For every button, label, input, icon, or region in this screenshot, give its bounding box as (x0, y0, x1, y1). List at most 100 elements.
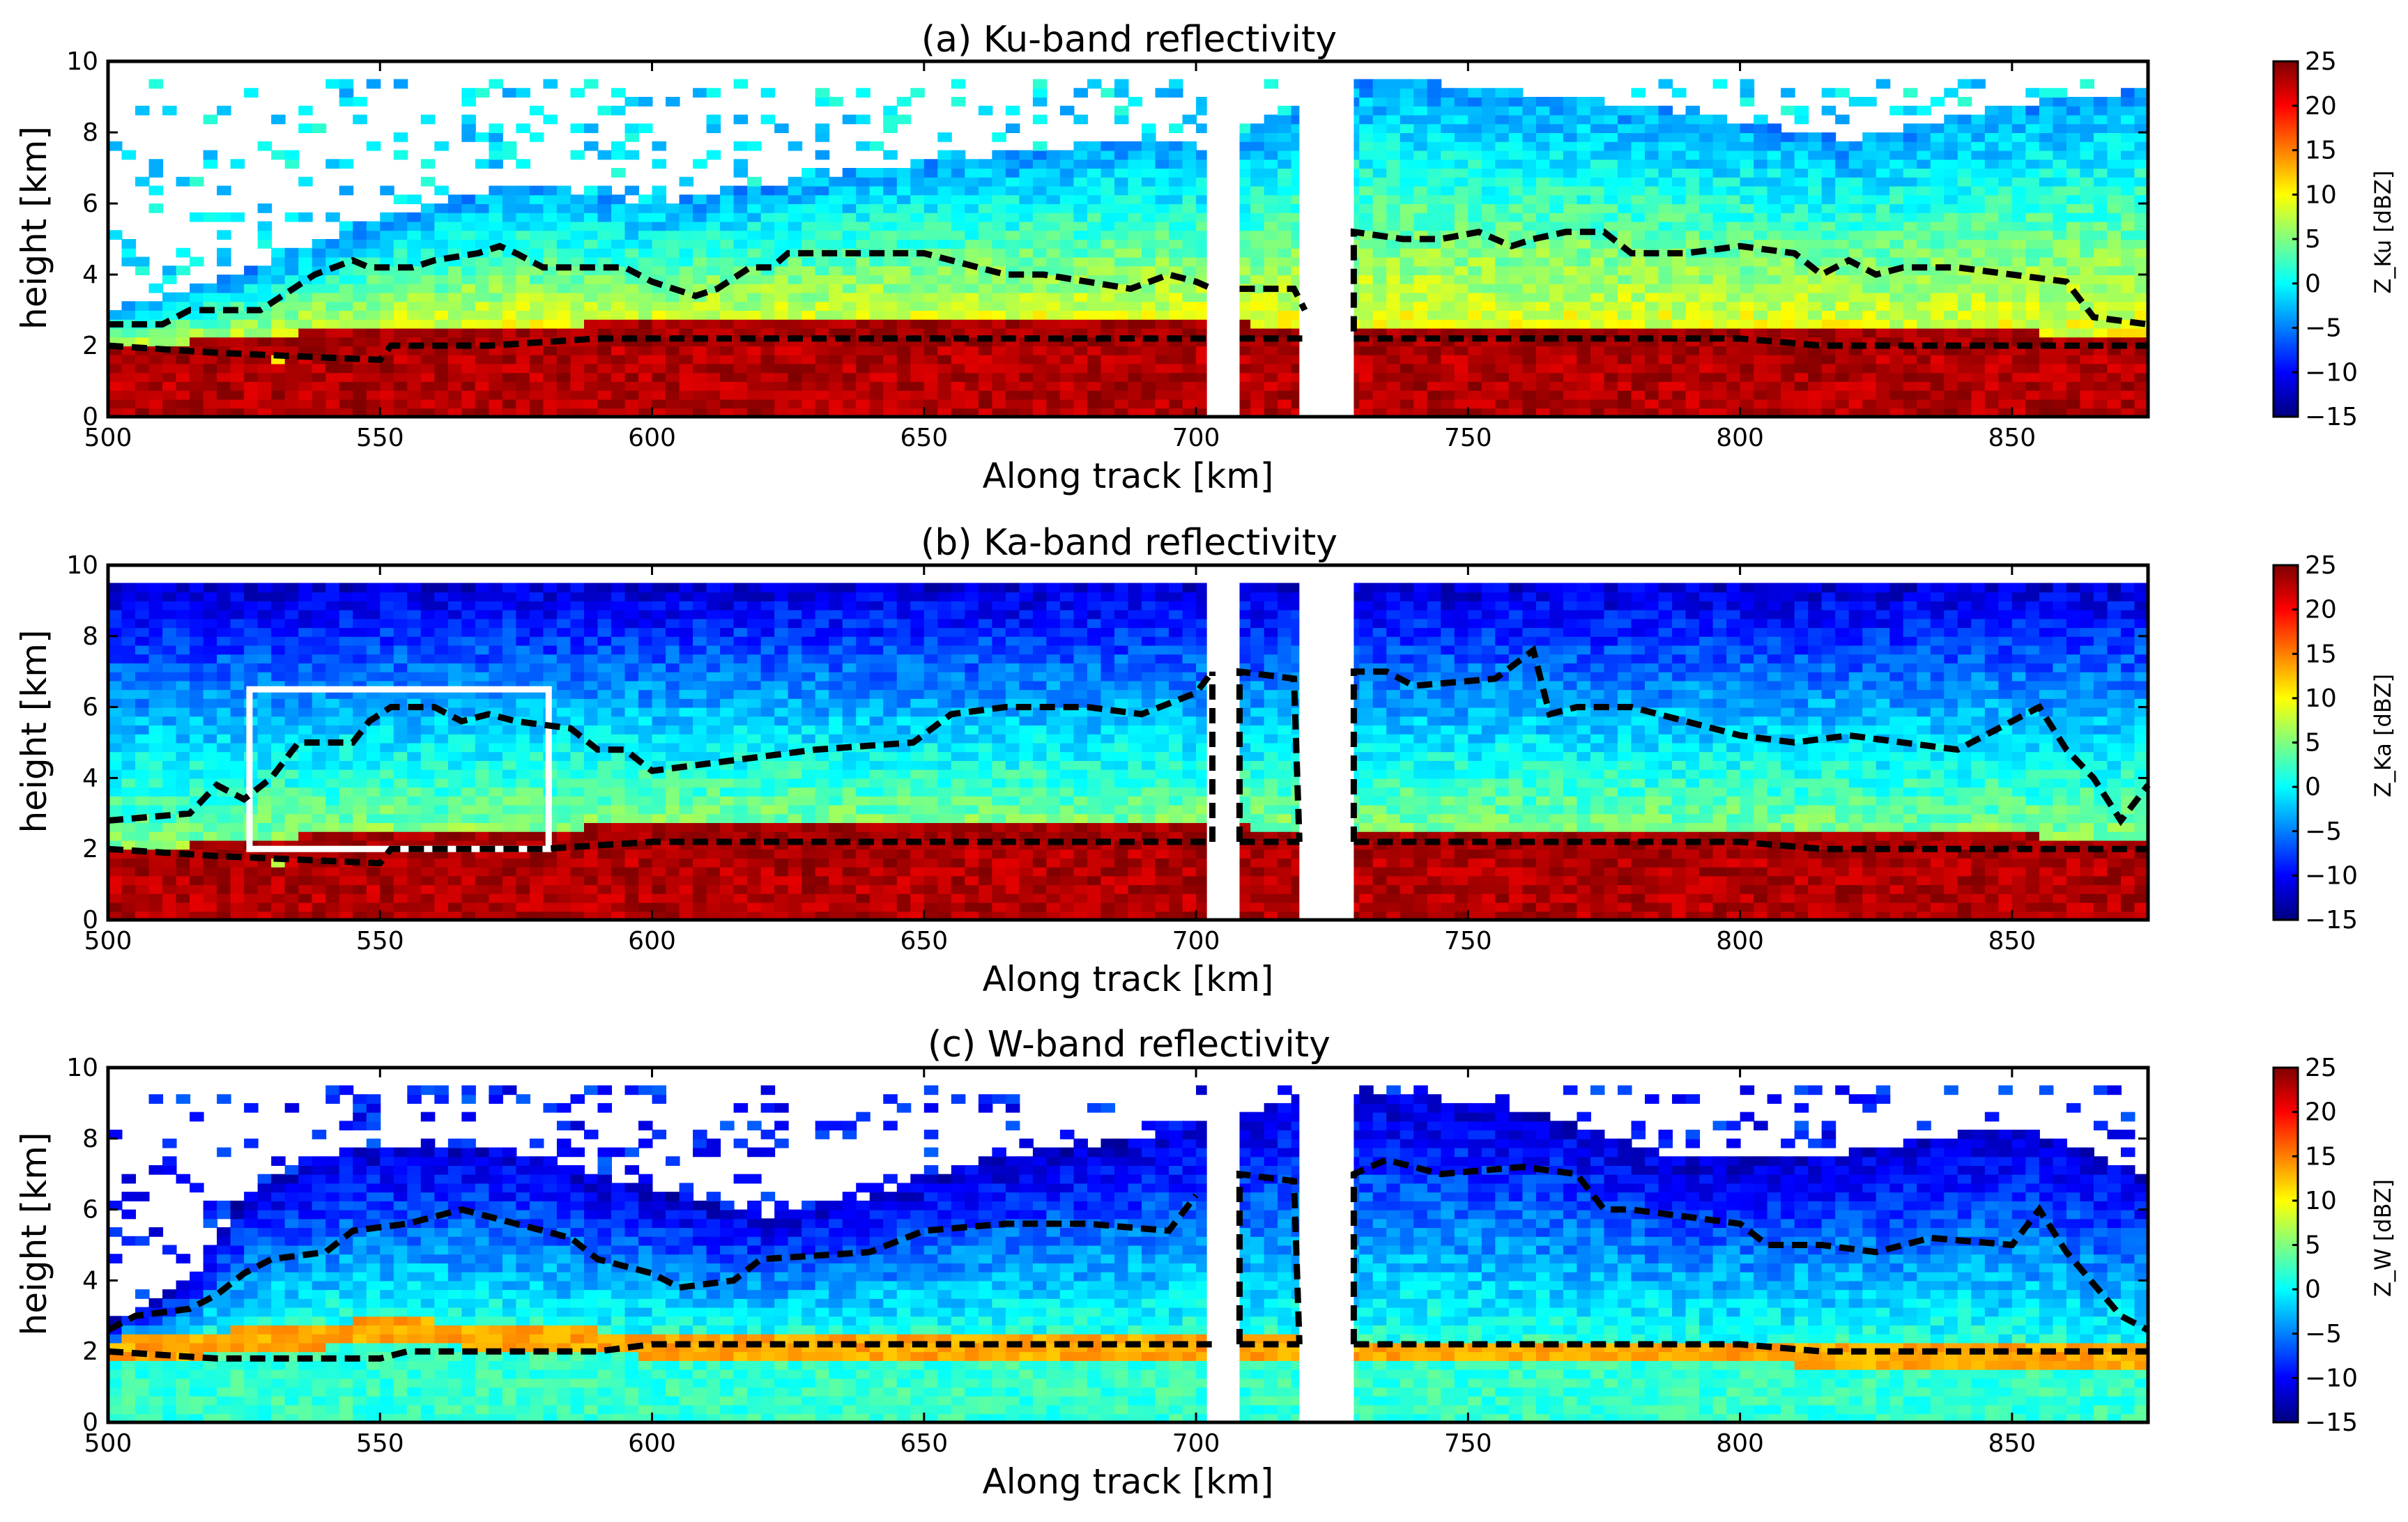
colorbar-tick-label: 15 (2305, 1142, 2337, 1171)
y-tick-label: 2 (82, 1337, 98, 1366)
x-tick-label: 750 (1444, 927, 1492, 955)
contour-upper2 (1239, 285, 1308, 312)
x-tick-label: 600 (628, 424, 676, 452)
contour-lower3 (1353, 838, 2148, 852)
x-axis-label: Along track [km] (983, 456, 1274, 496)
x-tick-label: 550 (356, 424, 404, 452)
y-tick-label: 10 (66, 47, 98, 76)
axes-frame (106, 1066, 2150, 1424)
x-tick-label: 650 (900, 1429, 948, 1458)
colorbar-tick-label: −15 (2305, 906, 2358, 935)
colorbar: −15 −10 −5 0 5 10 15 20 25 (2272, 47, 2358, 431)
y-axis-label: height [km] (14, 1132, 54, 1336)
axes-frame (106, 563, 2150, 922)
x-tick-label: 500 (84, 424, 132, 452)
colorbar-tick-label: 0 (2305, 773, 2321, 801)
colorbar-tick-label: 5 (2305, 729, 2321, 758)
colorbar-tick-label: −5 (2305, 1320, 2342, 1348)
y-tick-label: 0 (82, 1408, 98, 1437)
colorbar: −15 −10 −5 0 5 10 15 20 25 (2272, 1054, 2358, 1437)
colorbar-tick-label: −10 (2305, 358, 2358, 387)
x-tick-label: 850 (1988, 927, 2037, 955)
x-tick-label: 800 (1716, 1429, 1764, 1458)
y-tick-label: 8 (82, 118, 98, 147)
colorbar-tick-label: −5 (2305, 314, 2342, 343)
colorbar-tick-label: −5 (2305, 817, 2342, 846)
colorbar-tick-label: −10 (2305, 1364, 2358, 1392)
contour-lower3 (1353, 1341, 2148, 1355)
colorbar-tick-label: 0 (2305, 270, 2321, 298)
colorbar-tick-label: 10 (2305, 180, 2337, 209)
y-axis-label: height [km] (14, 630, 54, 833)
x-tick-label: 700 (1172, 927, 1220, 955)
y-tick-label: 0 (82, 403, 98, 431)
panel-ku: (a) Ku-band reflectivity 500 550 600 650 700… (14, 19, 2396, 496)
colorbar-tick-label: 5 (2305, 225, 2321, 254)
contour-upper2 (1236, 1170, 1303, 1345)
panel-title: (c) W-band reflectivity (928, 1024, 1330, 1066)
x-tick-label: 700 (1172, 1429, 1220, 1458)
colorbar-label: Z_Ku [dBZ] (2370, 171, 2396, 294)
contour-lower (107, 1341, 1213, 1362)
colorbar-tick-label: −15 (2305, 403, 2358, 431)
contour-upper (108, 243, 1214, 328)
y-tick-label: 6 (82, 190, 98, 218)
contour-lines (107, 228, 2149, 363)
colorbar-tick-label: 0 (2305, 1275, 2321, 1304)
x-tick-label: 600 (628, 927, 676, 955)
reflectivity-image (108, 61, 2148, 417)
y-tick-label: 4 (82, 261, 98, 289)
axis-ticks: 500 550 600 650 700 750 800 850 0 2 4 6 8 10 (66, 551, 2148, 955)
colorbar-tick-label: 10 (2305, 1187, 2337, 1215)
y-tick-label: 8 (82, 1125, 98, 1153)
y-tick-label: 6 (82, 693, 98, 722)
y-tick-label: 4 (82, 764, 98, 792)
colorbar-tick-label: 25 (2305, 47, 2337, 76)
x-tick-label: 600 (628, 1429, 676, 1458)
contour-lines (107, 645, 2151, 867)
axis-ticks: 500 550 600 650 700 750 800 850 0 2 4 6 8 10 (66, 47, 2148, 452)
x-tick-label: 850 (1988, 1429, 2037, 1458)
x-tick-label: 500 (84, 927, 132, 955)
colorbar-tick-label: 5 (2305, 1231, 2321, 1260)
panel-title: (a) Ku-band reflectivity (921, 19, 1337, 61)
colorbar-tick-label: 25 (2305, 1054, 2337, 1082)
contour-lower (107, 838, 1213, 867)
y-tick-label: 2 (82, 835, 98, 863)
colorbar-label: Z_W [dBZ] (2370, 1179, 2396, 1297)
x-tick-label: 750 (1444, 424, 1492, 452)
colorbar: −15 −10 −5 0 5 10 15 20 25 (2272, 551, 2358, 935)
colorbar-label: Z_Ka [dBZ] (2370, 674, 2396, 797)
x-tick-label: 550 (356, 927, 404, 955)
contour-lines (106, 1156, 2150, 1362)
y-axis-label: height [km] (14, 126, 54, 330)
contour-upper (107, 669, 1215, 824)
contour-lower3 (1353, 335, 2148, 349)
colorbar-tick-label: 25 (2305, 551, 2337, 580)
y-tick-label: 8 (82, 622, 98, 651)
x-tick-label: 650 (900, 424, 948, 452)
contour-upper4 (1350, 645, 2151, 842)
y-tick-label: 10 (66, 551, 98, 580)
panel-w: (c) W-band reflectivity 500 550 600 650 700 7… (14, 1024, 2396, 1502)
colorbar-tick-label: 20 (2305, 596, 2337, 624)
y-tick-label: 0 (82, 906, 98, 935)
axes-frame (106, 59, 2150, 419)
reflectivity-image (108, 1068, 2148, 1422)
x-axis-label: Along track [km] (983, 1461, 1274, 1502)
x-axis-label: Along track [km] (983, 959, 1274, 999)
colorbar-tick-label: 10 (2305, 684, 2337, 713)
contour-upper3 (1350, 228, 2149, 332)
colorbar-tick-label: −10 (2305, 861, 2358, 890)
x-tick-label: 850 (1988, 424, 2037, 452)
panel-ka: (b) Ka-band reflectivity 500 550 600 650 700… (14, 522, 2396, 999)
x-tick-label: 650 (900, 927, 948, 955)
x-tick-label: 750 (1444, 1429, 1492, 1458)
y-tick-label: 2 (82, 332, 98, 360)
contour-upper3 (1236, 668, 1303, 843)
colorbar-tick-label: −15 (2305, 1408, 2358, 1437)
x-tick-label: 800 (1716, 424, 1764, 452)
reflectivity-image (108, 565, 2148, 920)
x-tick-label: 500 (84, 1429, 132, 1458)
